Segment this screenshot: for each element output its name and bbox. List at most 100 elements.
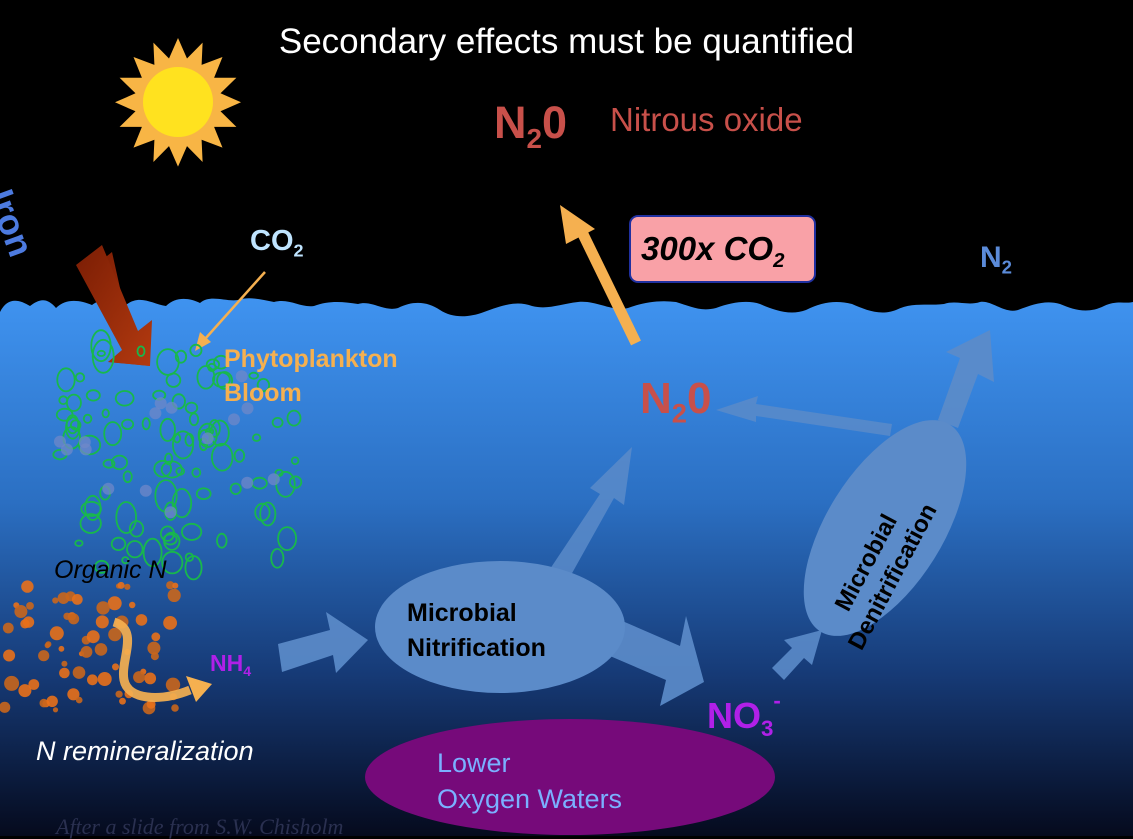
phytoplankton-cell [69,419,82,431]
diatom-particle [154,397,167,410]
denitrification-to-n2o-arrow [716,396,892,436]
phytoplankton-cell [233,448,246,463]
organic-particle [46,695,58,707]
phytoplankton-cell [101,408,110,419]
organic-particle [21,580,34,593]
organic-particle [52,597,59,604]
phytoplankton-cell [216,371,234,390]
phytoplankton-cell [96,349,106,357]
organic-particle [96,601,110,615]
phytoplankton-cell [121,418,135,430]
iron-arrow [76,245,152,366]
nitrification-label: Microbial Nitrification [407,599,546,662]
phytoplankton-cell [248,371,259,380]
organic-particle [57,592,70,604]
phytoplankton-cell [165,372,182,388]
phytoplankton-cell [171,430,194,460]
diatom-particle [165,401,178,414]
phytoplankton-cell [153,459,173,478]
n2o-atmosphere-label: N20 [494,97,568,154]
phytoplankton-cell [181,522,203,541]
phytoplankton-cell [162,533,178,546]
n2-atmosphere-label: N2 [980,241,1013,278]
phytoplankton-cell [210,442,234,472]
diatom-particle [102,482,115,495]
diatom-particle [241,476,254,489]
no3-to-denitrification-arrow [772,630,822,680]
phytoplankton-cell [174,349,188,364]
n-remineralization-label: N remineralization [36,736,254,766]
no3-label: NO3- [707,688,781,741]
diatom-particle [149,407,162,420]
organic-particle [97,672,112,686]
slide-credit: After a slide from S.W. Chisholm [56,814,344,839]
phytoplankton-cell [270,547,285,569]
organic-particle [167,588,181,603]
co2-equivalence-box [629,215,816,283]
organic-particle [38,650,50,662]
phytoplankton-cell [189,343,203,357]
diatom-particle [60,443,73,456]
diatom-particle [139,484,152,497]
phytoplankton-cell [277,526,298,551]
phytoplankton-cell [103,421,123,447]
organic-particle [86,630,100,644]
organic-particle [71,594,83,605]
phytoplankton-cell [74,372,86,383]
co2-equivalence-text: 300x CO2 [641,230,785,273]
organic-particle [165,677,181,692]
phytoplankton-cell [74,539,84,547]
diatom-particle [241,402,254,415]
organic-particle [166,581,175,590]
phytoplankton-cell [290,456,300,466]
organic-particle [172,582,179,589]
n2o-escape-arrow [560,205,641,346]
phytoplankton-cell [128,520,145,538]
phytoplankton-cell [216,532,228,549]
phytoplankton-cell [184,401,199,414]
organic-particle [49,626,64,641]
phytoplankton-cell [256,377,271,393]
phytoplankton-cell [82,413,93,424]
organic-particle [94,643,108,656]
lower-oxygen-waters-label: Lower Oxygen Waters [437,748,623,814]
organic-particle [87,674,98,686]
organic-particle [133,671,146,684]
co2-atmosphere-label: CO2 [250,225,304,261]
lower-oxygen-waters-zone [365,719,775,835]
sun-icon [115,38,241,167]
nitrification-to-no3-arrow [610,616,704,706]
organic-particle [75,696,83,704]
phytoplankton-cell [184,552,194,562]
diatom-particle [228,413,240,426]
diatom-particle [267,473,280,486]
organic-particle [117,581,125,589]
phytoplankton-cell [114,390,135,407]
organic-particle [95,615,109,629]
phytoplankton-cell [160,460,183,479]
nh4-to-nitrification-arrow [278,612,368,673]
microbial-denitrification-node [803,420,967,636]
diatom-particle [235,370,248,383]
organic-particle [59,667,70,679]
phytoplankton-cell [259,501,277,527]
n2o-ocean-label: N20 [640,374,712,429]
nitrification-to-n2o-arrow [548,447,632,584]
phytoplankton-cell [212,371,231,388]
organic-particle [52,707,59,713]
organic-particle [124,583,131,590]
organic-particle [144,672,157,685]
organic-particle [163,616,178,630]
organic-particle [4,675,20,691]
phytoplankton-cell [84,494,102,521]
phytoplankton-cell [286,409,302,427]
phytoplankton-cell [252,433,262,442]
organic-particle [80,646,93,658]
nh4-label: NH4 [210,650,252,680]
phytoplankton-cell [271,416,284,428]
phytoplankton-cell [90,329,112,363]
phytoplankton-cell [213,354,230,370]
phytoplankton-cell [94,559,110,574]
remineralization-arrow [112,617,212,702]
